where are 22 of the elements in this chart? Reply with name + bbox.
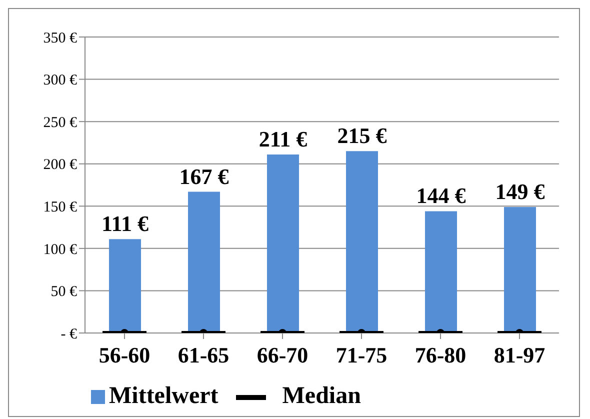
data-label: 167 € xyxy=(179,164,229,189)
y-tick-label: 200 € xyxy=(43,157,78,174)
y-tick-label: 150 € xyxy=(43,199,78,216)
y-tick-label: 50 € xyxy=(50,284,78,300)
data-label: 211 € xyxy=(258,126,308,152)
legend-label: Mittelwert xyxy=(108,383,218,410)
x-tick-label: 56-60 xyxy=(98,342,150,368)
x-tick-label: 71-75 xyxy=(336,342,388,368)
legend-label: Median xyxy=(281,383,361,410)
data-label: 149 € xyxy=(495,178,545,204)
y-tick-label: 300 € xyxy=(43,72,78,89)
x-tick-label: 76-80 xyxy=(414,342,466,368)
x-tick-label: 66-70 xyxy=(256,342,308,368)
y-tick-label: - € xyxy=(60,326,78,342)
y-tick-label: 100 € xyxy=(43,242,78,258)
x-tick-label: 81-97 xyxy=(494,342,546,368)
y-tick-label: 350 € xyxy=(43,30,78,46)
data-label: 215 € xyxy=(337,123,387,148)
data-label: 144 € xyxy=(416,183,466,208)
y-tick-label: 250 € xyxy=(43,114,78,131)
data-label: 111 € xyxy=(101,211,149,236)
x-tick-label: 61-65 xyxy=(178,342,230,368)
